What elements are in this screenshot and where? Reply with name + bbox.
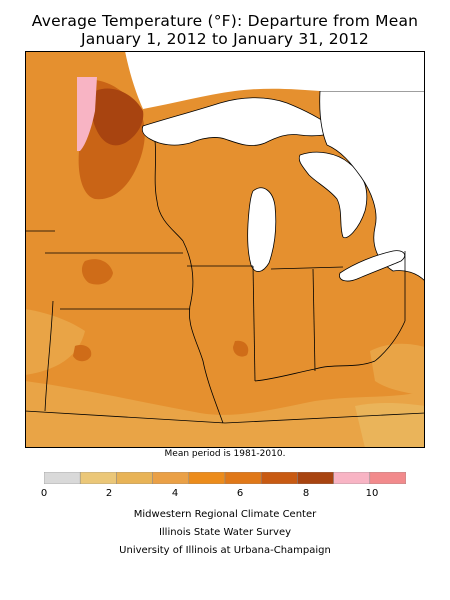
missouri-dark-patch xyxy=(73,345,92,362)
michigan-indiana-border xyxy=(270,266,344,270)
ontario-north-area xyxy=(125,51,425,109)
northwest-warmest-zone xyxy=(77,77,97,151)
illinois-indiana-border xyxy=(252,265,256,382)
legend-swatch-4 xyxy=(188,472,226,484)
state-boundaries xyxy=(25,140,425,424)
iowa-dark-patch xyxy=(81,259,113,285)
legend-swatch-0 xyxy=(44,472,81,484)
missouri-arkansas-border xyxy=(25,410,226,424)
lake-erie xyxy=(339,250,406,282)
color-scale-legend xyxy=(44,472,406,484)
legend-tick-2: 2 xyxy=(105,488,113,499)
credit-mrcc: Midwestern Regional Climate Center xyxy=(133,509,317,520)
legend-swatch-9 xyxy=(369,472,406,484)
credit-isws: Illinois State Water Survey xyxy=(158,527,292,538)
northwest-darkest-zone xyxy=(91,88,144,146)
temperature-departure-map xyxy=(25,51,425,448)
kentucky-tennessee-border xyxy=(224,412,425,424)
kansas-missouri-border xyxy=(44,300,54,412)
legend-swatch-1 xyxy=(79,472,117,484)
southwest-light-zone xyxy=(25,309,85,375)
mean-period-note: Mean period is 1981-2010. xyxy=(164,449,286,459)
legend-tick-6: 6 xyxy=(236,488,244,499)
ohio-river-border xyxy=(254,360,376,382)
legend-swatch-2 xyxy=(116,472,153,484)
legend-swatch-3 xyxy=(152,472,190,484)
legend-tick-0: 0 xyxy=(40,488,48,499)
legend-swatch-8 xyxy=(333,472,371,484)
mississippi-river-border xyxy=(182,240,224,424)
lake-superior xyxy=(141,97,338,146)
map-title-line-2: January 1, 2012 to January 31, 2012 xyxy=(81,30,369,48)
map-title-line-1: Average Temperature (°F): Departure from… xyxy=(31,12,419,30)
southern-light-band xyxy=(25,381,425,448)
map-frame xyxy=(25,51,425,448)
east-light-zone xyxy=(370,343,425,396)
legend-tick-8: 8 xyxy=(302,488,310,499)
lake-huron xyxy=(298,151,368,239)
lake-michigan xyxy=(247,187,277,272)
southeast-light-zone xyxy=(355,402,425,448)
ohio-west-virginia-border xyxy=(374,320,406,362)
legend-tick-10: 10 xyxy=(365,488,379,499)
legend-swatch-6 xyxy=(260,472,298,484)
legend-swatch-5 xyxy=(224,472,262,484)
minnesota-east-border xyxy=(154,140,184,242)
indiana-ohio-border xyxy=(312,268,316,372)
credit-uiuc: University of Illinois at Urbana-Champai… xyxy=(119,545,331,556)
canada-region xyxy=(319,90,425,282)
legend-swatch-7 xyxy=(297,472,334,484)
legend-tick-4: 4 xyxy=(171,488,179,499)
illinois-dark-patch xyxy=(233,340,249,357)
